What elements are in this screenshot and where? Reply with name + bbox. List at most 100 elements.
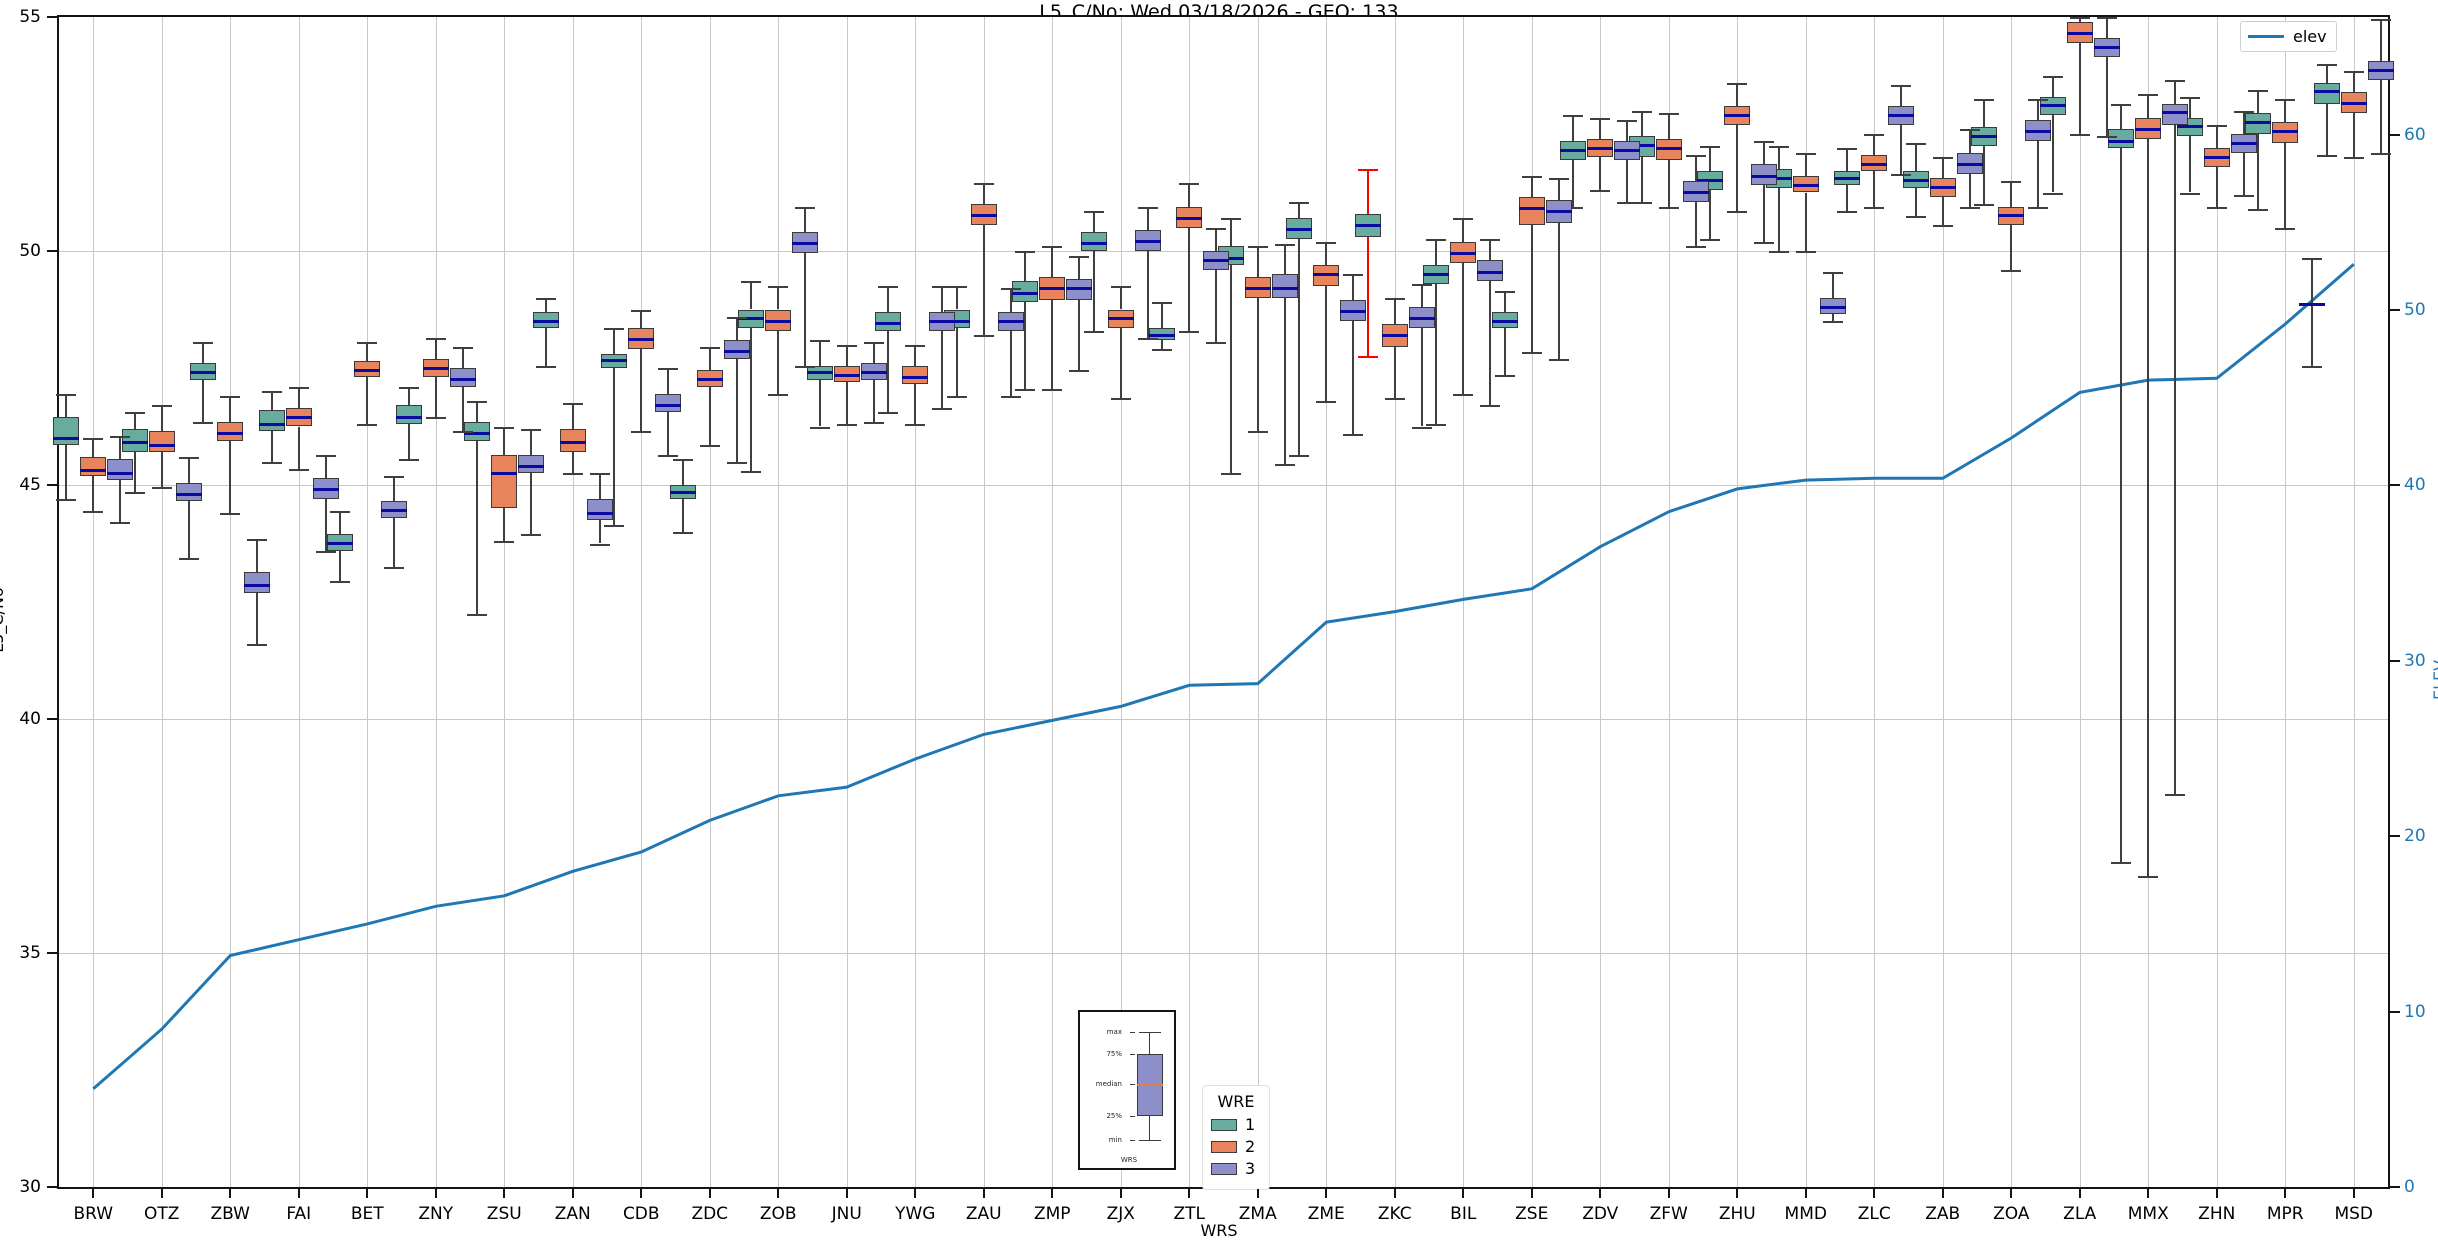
- cap-max: [1864, 134, 1885, 136]
- cap-max: [261, 391, 282, 394]
- median-line: [491, 471, 518, 475]
- key-whisker-lower: [1149, 1116, 1150, 1140]
- whisker-lower: [1489, 281, 1492, 406]
- median-line: [2272, 130, 2299, 134]
- median-line: [586, 511, 613, 515]
- cap-max: [1274, 243, 1295, 246]
- cap-min: [1768, 251, 1789, 253]
- median-line: [970, 214, 997, 218]
- y-tick-right: [2390, 133, 2400, 136]
- whisker-upper: [202, 342, 205, 364]
- whisker-lower: [202, 379, 205, 422]
- cap-min: [1548, 358, 1569, 361]
- whisker-lower: [187, 501, 190, 558]
- gridline-vertical: [1052, 17, 1054, 1187]
- whisker-upper: [297, 386, 300, 408]
- median-line: [1628, 144, 1655, 148]
- whisker-lower: [2174, 124, 2177, 794]
- cap-max: [2165, 80, 2186, 83]
- median-line: [148, 443, 175, 447]
- x-tick: [640, 1189, 643, 1198]
- median-line: [559, 441, 586, 445]
- cap-max: [2096, 17, 2117, 19]
- x-tick-label-ZLA: ZLA: [2063, 1204, 2097, 1224]
- whisker-lower: [476, 440, 479, 614]
- whisker-upper: [1503, 290, 1506, 312]
- cap-max: [836, 344, 857, 347]
- median-line: [765, 319, 792, 323]
- x-tick: [2215, 1189, 2218, 1198]
- median-line: [1039, 286, 1066, 290]
- x-tick-label-ZAN: ZAN: [554, 1204, 591, 1224]
- median-line: [2313, 90, 2340, 94]
- whisker-lower: [270, 431, 273, 462]
- median-line: [1176, 216, 1203, 220]
- y-tick-right: [2390, 308, 2400, 311]
- wre-legend-item-2[interactable]: 2: [1211, 1137, 1261, 1156]
- whisker-lower: [1092, 251, 1095, 331]
- whisker-upper: [2215, 124, 2218, 149]
- whisker-lower: [407, 424, 410, 460]
- median-line: [312, 488, 339, 492]
- whisker-lower: [1530, 225, 1533, 352]
- gridline-vertical: [846, 17, 848, 1187]
- cap-min: [795, 365, 816, 368]
- whisker-lower: [598, 520, 601, 544]
- median-line: [1354, 223, 1381, 227]
- whisker-upper: [2352, 70, 2355, 92]
- cap-max: [1521, 176, 1542, 179]
- cap-max: [1083, 211, 1104, 214]
- cap-min: [932, 407, 953, 410]
- x-tick: [1530, 1189, 1533, 1198]
- y-tick-right: [2390, 484, 2400, 487]
- cap-max: [672, 459, 693, 462]
- whisker-upper: [366, 342, 369, 361]
- whisker-lower: [1941, 197, 1944, 226]
- cap-max: [1343, 274, 1364, 277]
- cap-max: [589, 473, 610, 476]
- cap-max: [1754, 141, 1775, 144]
- cap-min: [2069, 134, 2090, 136]
- cap-min: [1453, 393, 1474, 396]
- cap-min: [2248, 208, 2269, 211]
- cap-min: [2111, 861, 2132, 864]
- whisker-lower: [324, 499, 327, 551]
- whisker-lower: [613, 368, 616, 525]
- whisker-upper: [640, 309, 643, 329]
- whisker-lower: [2010, 225, 2013, 270]
- gridline-horizontal: [59, 719, 2388, 720]
- wre-legend-item-3[interactable]: 3: [1211, 1159, 1261, 1178]
- whisker-lower: [2379, 80, 2382, 153]
- cap-min: [631, 431, 652, 434]
- whisker-upper: [2051, 75, 2054, 97]
- cap-min: [2096, 136, 2117, 139]
- box: [559, 428, 586, 453]
- x-tick-label-YWG: YWG: [895, 1204, 936, 1224]
- whisker-upper: [681, 459, 684, 485]
- whisker-lower: [1709, 190, 1712, 240]
- elev-legend[interactable]: elev: [2240, 21, 2337, 52]
- x-tick-label-ZAU: ZAU: [965, 1204, 1002, 1224]
- median-line: [1861, 162, 1888, 166]
- whisker-lower: [2311, 304, 2314, 366]
- cap-max: [973, 183, 994, 186]
- whisker-lower: [777, 330, 780, 394]
- wre-legend[interactable]: WRE 1 2 3: [1202, 1085, 1270, 1190]
- cap-max: [1384, 297, 1405, 300]
- wre-legend-item-1[interactable]: 1: [1211, 1115, 1261, 1134]
- x-tick: [1462, 1189, 1465, 1198]
- whisker-upper: [1804, 152, 1807, 177]
- gridline-vertical: [1531, 17, 1533, 1187]
- wre-legend-title: WRE: [1217, 1092, 1255, 1111]
- whisker-lower: [2120, 148, 2123, 862]
- median-line: [1751, 174, 1778, 178]
- whisker-lower: [1229, 265, 1232, 474]
- key-cap-min: [1139, 1140, 1161, 1141]
- x-tick-label-ZDV: ZDV: [1582, 1204, 1619, 1224]
- cap-max: [2275, 98, 2296, 101]
- whisker-lower: [914, 384, 917, 425]
- x-tick: [1119, 1189, 1122, 1198]
- cap-min: [110, 522, 131, 525]
- whisker-upper: [804, 206, 807, 233]
- cap-max: [425, 337, 446, 340]
